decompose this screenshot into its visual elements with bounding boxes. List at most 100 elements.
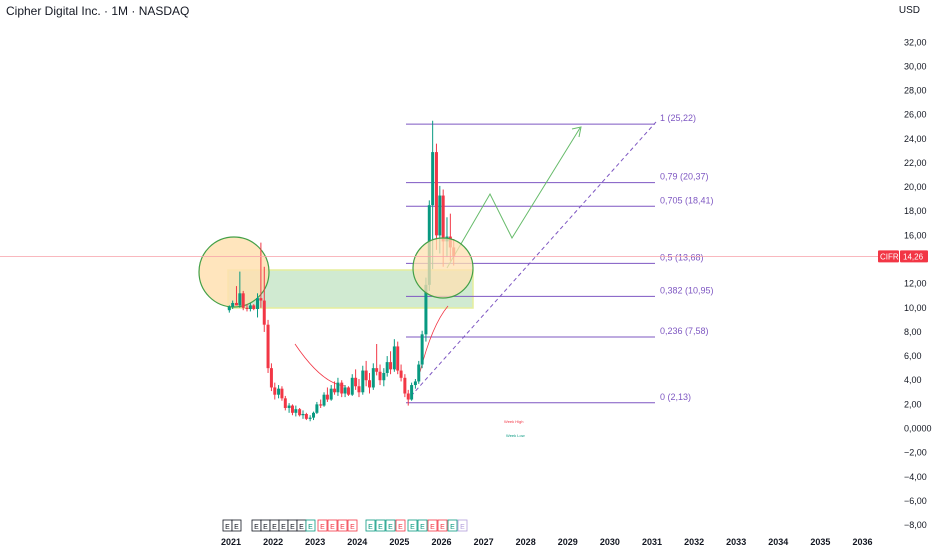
earnings-marker[interactable]: E	[317, 519, 328, 532]
candle[interactable]	[396, 341, 400, 375]
candle[interactable]	[269, 363, 273, 392]
event-marker-box	[437, 519, 448, 532]
candle[interactable]	[399, 364, 403, 382]
candle[interactable]	[241, 290, 245, 311]
candle[interactable]	[385, 356, 389, 377]
earnings-marker[interactable]: E	[427, 519, 438, 532]
highlight-circle[interactable]	[198, 236, 270, 308]
candle[interactable]	[234, 286, 238, 306]
candle[interactable]	[304, 412, 308, 421]
candle[interactable]	[346, 386, 350, 396]
candle[interactable]	[350, 374, 354, 396]
event-marker-box	[385, 519, 396, 532]
candle[interactable]	[329, 385, 333, 401]
earnings-marker[interactable]: E	[222, 519, 233, 532]
candle[interactable]	[319, 399, 323, 408]
candle[interactable]	[245, 304, 249, 312]
candle[interactable]	[308, 415, 312, 422]
candle[interactable]	[325, 387, 329, 402]
candle[interactable]	[287, 403, 291, 413]
event-marker-letter: E	[290, 524, 295, 531]
candle[interactable]	[434, 143, 438, 250]
earnings-marker[interactable]: E	[327, 519, 338, 532]
earnings-marker[interactable]: E	[457, 519, 468, 532]
candle-body	[256, 298, 260, 310]
candle[interactable]	[361, 365, 365, 395]
earnings-marker[interactable]: E	[251, 519, 262, 532]
candle[interactable]	[259, 242, 263, 308]
candle[interactable]	[273, 382, 277, 400]
candle[interactable]	[252, 304, 256, 311]
dashed-trendline[interactable]	[410, 121, 657, 397]
candle[interactable]	[336, 377, 340, 396]
candle[interactable]	[375, 344, 379, 376]
candle[interactable]	[371, 363, 375, 390]
highlight-circle[interactable]	[412, 237, 474, 299]
earnings-marker[interactable]: E	[385, 519, 396, 532]
fib-level-label: 1 (25,22)	[660, 113, 696, 123]
candle-body	[417, 364, 421, 382]
earnings-marker[interactable]: E	[347, 519, 358, 532]
candle[interactable]	[283, 395, 287, 411]
event-marker-letter: E	[272, 524, 277, 531]
candle[interactable]	[368, 372, 372, 394]
earnings-marker[interactable]: E	[407, 519, 418, 532]
candle[interactable]	[382, 368, 386, 387]
candle[interactable]	[231, 300, 235, 310]
earnings-marker[interactable]: E	[365, 519, 376, 532]
candle[interactable]	[312, 411, 316, 421]
candle[interactable]	[290, 404, 294, 416]
candle[interactable]	[410, 382, 414, 401]
y-tick-label: 30,00	[904, 61, 927, 71]
candle[interactable]	[262, 266, 266, 332]
candle-body	[262, 300, 266, 325]
candle[interactable]	[227, 305, 231, 313]
candle[interactable]	[280, 386, 284, 401]
candle[interactable]	[403, 374, 407, 398]
candle[interactable]	[343, 385, 347, 398]
candle[interactable]	[301, 410, 305, 419]
candle[interactable]	[406, 389, 410, 406]
earnings-marker[interactable]: E	[437, 519, 448, 532]
earnings-marker[interactable]: E	[287, 519, 298, 532]
curve-line[interactable]	[419, 305, 449, 373]
candle[interactable]	[298, 407, 302, 417]
candle[interactable]	[256, 293, 260, 318]
earnings-marker[interactable]: E	[296, 519, 307, 532]
candle[interactable]	[364, 360, 368, 387]
candle[interactable]	[315, 401, 319, 415]
earnings-marker[interactable]: E	[337, 519, 348, 532]
candle[interactable]	[238, 271, 242, 308]
earnings-marker[interactable]: E	[278, 519, 289, 532]
candle[interactable]	[266, 319, 270, 373]
candle-body	[382, 372, 386, 381]
candle[interactable]	[277, 385, 281, 399]
projection-arrow[interactable]	[446, 127, 581, 269]
candle[interactable]	[420, 330, 424, 369]
candle[interactable]	[378, 364, 382, 386]
earnings-marker[interactable]: E	[395, 519, 406, 532]
candle-body	[413, 381, 417, 386]
candle[interactable]	[294, 405, 298, 417]
x-tick-label: 2033	[726, 537, 746, 547]
earnings-marker[interactable]: E	[417, 519, 428, 532]
candle[interactable]	[392, 339, 396, 372]
candle[interactable]	[322, 392, 326, 407]
earnings-marker[interactable]: E	[260, 519, 271, 532]
candle[interactable]	[248, 302, 252, 312]
earnings-marker[interactable]: E	[375, 519, 386, 532]
candle[interactable]	[340, 380, 344, 398]
candle[interactable]	[354, 369, 358, 390]
candle[interactable]	[413, 379, 417, 389]
candle[interactable]	[357, 379, 361, 398]
earnings-marker[interactable]: E	[305, 519, 316, 532]
candle[interactable]	[333, 381, 337, 395]
candle[interactable]	[389, 351, 393, 375]
earnings-marker[interactable]: E	[447, 519, 458, 532]
earnings-marker[interactable]: E	[231, 519, 242, 532]
candle[interactable]	[417, 360, 421, 384]
y-tick-label: 20,00	[904, 182, 927, 192]
earnings-marker[interactable]: E	[269, 519, 280, 532]
event-marker-letter: E	[340, 524, 345, 531]
